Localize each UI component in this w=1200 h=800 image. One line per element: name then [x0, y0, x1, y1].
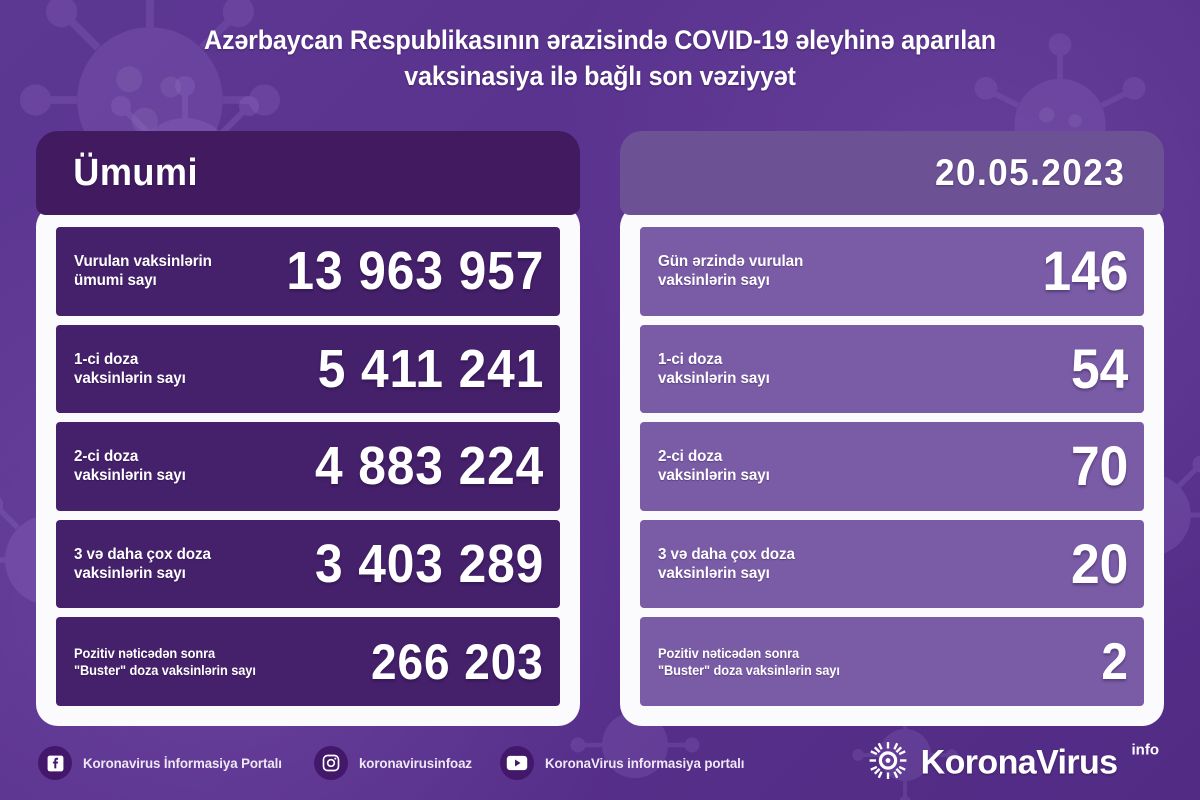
stat-value: 54	[1070, 336, 1128, 400]
title-line-2: vaksinasiya ilə bağlı son vəziyyət	[404, 61, 796, 91]
stat-value: 266 203	[371, 633, 544, 690]
stat-label: 3 və daha çox doza vaksinlərin sayı	[658, 546, 795, 583]
stat-label: 2-ci doza vaksinlərin sayı	[74, 448, 186, 485]
stat-row: Vurulan vaksinlərin ümumi sayı 13 963 95…	[56, 227, 560, 316]
social-link-instagram[interactable]: koronavirusinfoaz	[314, 746, 478, 780]
stat-row: 3 və daha çox doza vaksinlərin sayı 3 40…	[56, 519, 560, 609]
social-links: Koronavirus İnformasiya Portalı koronavi…	[38, 746, 755, 780]
youtube-icon[interactable]	[500, 746, 535, 780]
stat-row: 3 və daha çox doza vaksinlərin sayı 20	[640, 519, 1144, 609]
stat-label: Vurulan vaksinlərin ümumi sayı	[74, 253, 212, 290]
stat-value: 2	[1101, 632, 1128, 691]
stat-label: 2-ci doza vaksinlərin sayı	[658, 448, 770, 485]
stat-value: 3 403 289	[314, 534, 544, 595]
panel-total: Ümumi Vurulan vaksinlərin ümumi sayı 13 …	[36, 131, 580, 726]
stat-label: Pozitiv nəticədən sonra "Buster" doza va…	[658, 645, 840, 678]
stat-value: 70	[1070, 434, 1128, 498]
stat-row: Pozitiv nəticədən sonra "Buster" doza va…	[56, 617, 560, 706]
stat-row: 1-ci doza vaksinlərin sayı 54	[640, 324, 1144, 414]
page-title: Azərbaycan Respublikasının ərazisində CO…	[0, 22, 1200, 94]
stat-label: 1-ci doza vaksinlərin sayı	[74, 350, 186, 387]
stat-label: Pozitiv nəticədən sonra "Buster" doza va…	[74, 645, 256, 678]
stat-value: 4 883 224	[314, 436, 544, 497]
footer: Koronavirus İnformasiya Portalı koronavi…	[0, 726, 1200, 800]
brand-name: KoronaVirus	[920, 743, 1118, 782]
social-link-facebook[interactable]: Koronavirus İnformasiya Portalı	[38, 746, 292, 780]
social-label-facebook: Koronavirus İnformasiya Portalı	[83, 755, 282, 771]
stat-label: 3 və daha çox doza vaksinlərin sayı	[74, 546, 211, 583]
facebook-icon[interactable]	[38, 746, 72, 780]
social-label-instagram: koronavirusinfoaz	[359, 755, 473, 771]
panel-daily: 20.05.2023 Gün ərzində vurulan vaksinlər…	[620, 131, 1164, 726]
stat-row: Pozitiv nəticədən sonra "Buster" doza va…	[640, 617, 1144, 706]
stat-value: 13 963 957	[286, 241, 544, 302]
stat-row: 2-ci doza vaksinlərin sayı 70	[640, 422, 1144, 511]
stats-panels: Ümumi Vurulan vaksinlərin ümumi sayı 13 …	[36, 131, 1164, 726]
panel-daily-date: 20.05.2023	[934, 152, 1125, 193]
virus-sun-icon	[868, 741, 908, 786]
stat-label: Gün ərzində vurulan vaksinlərin sayı	[658, 253, 804, 290]
social-link-youtube[interactable]: KoronaVirus informasiya portalı	[500, 746, 755, 780]
stat-label: 1-ci doza vaksinlərin sayı	[658, 350, 770, 387]
panel-daily-rows: Gün ərzində vurulan vaksinlərin sayı 146…	[620, 205, 1164, 726]
stat-row: 1-ci doza vaksinlərin sayı 5 411 241	[56, 324, 560, 414]
instagram-icon[interactable]	[314, 746, 349, 780]
stat-value: 20	[1070, 532, 1128, 596]
panel-total-rows: Vurulan vaksinlərin ümumi sayı 13 963 95…	[36, 205, 580, 726]
stat-row: 2-ci doza vaksinlərin sayı 4 883 224	[56, 422, 560, 511]
panel-daily-header: 20.05.2023	[620, 131, 1164, 215]
stat-value: 5 411 241	[317, 338, 544, 399]
social-label-youtube: KoronaVirus informasiya portalı	[545, 755, 745, 771]
brand-logo[interactable]: KoronaVirus info	[868, 741, 1160, 786]
panel-total-title: Ümumi	[73, 151, 199, 194]
stat-row: Gün ərzində vurulan vaksinlərin sayı 146	[640, 227, 1144, 316]
brand-suffix: info	[1131, 741, 1160, 759]
stat-value: 146	[1042, 239, 1128, 303]
panel-total-header: Ümumi	[36, 131, 580, 215]
title-line-1: Azərbaycan Respublikasının ərazisində CO…	[204, 25, 996, 55]
